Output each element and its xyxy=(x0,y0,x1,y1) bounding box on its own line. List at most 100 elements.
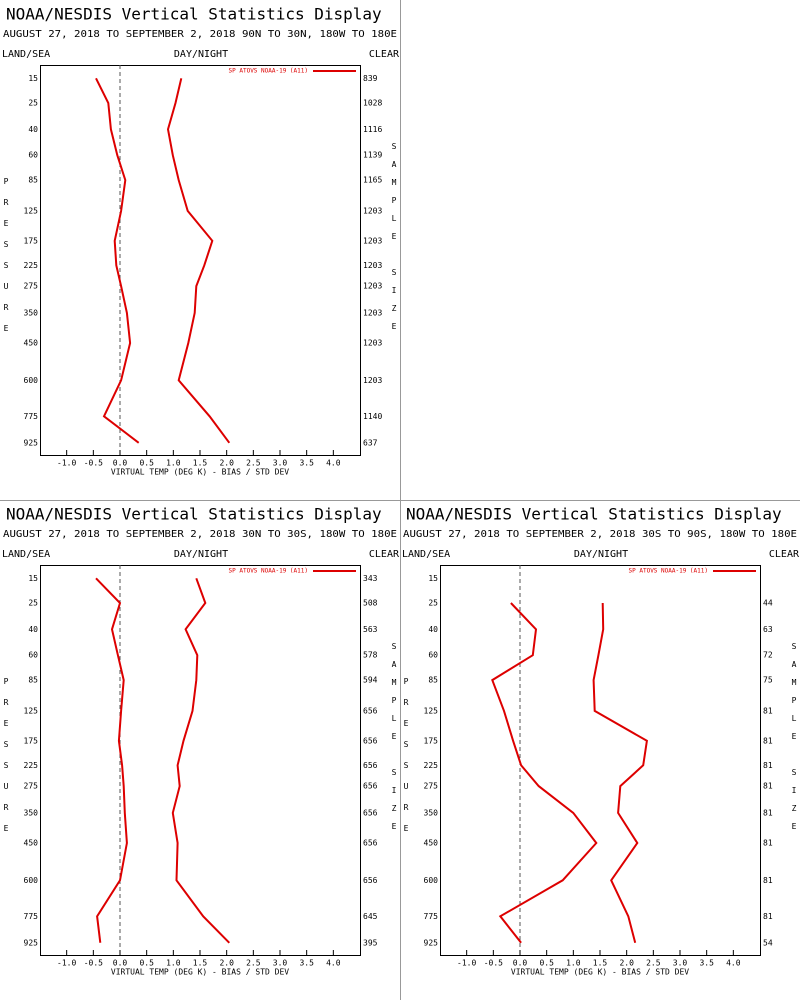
x-tick-label: 1.5 xyxy=(193,959,208,968)
x-tick-label: 0.5 xyxy=(139,959,154,968)
x-tick-label: 1.0 xyxy=(566,959,581,968)
sample-size-label: 656 xyxy=(363,782,378,791)
sample-size-label: 1139 xyxy=(363,151,382,160)
x-axis-label: VIRTUAL TEMP (DEG K) - BIAS / STD DEV xyxy=(111,468,289,477)
sample-size-label: 637 xyxy=(363,438,378,447)
y-tick-label: 15 xyxy=(28,74,38,83)
header: DAY/NIGHT xyxy=(574,549,628,560)
sample-size-label: 656 xyxy=(363,838,378,847)
x-tick-label: 3.0 xyxy=(673,959,688,968)
y-tick-label: 85 xyxy=(28,676,38,685)
sample-size-label: 81 xyxy=(763,706,773,715)
x-tick-label: 3.0 xyxy=(273,459,288,468)
sample-size-label: 1203 xyxy=(363,308,382,317)
sample-size-label: 1203 xyxy=(363,261,382,270)
header: CLEAR xyxy=(369,549,400,560)
sample-size-label: 1028 xyxy=(363,98,382,107)
std-dev-line xyxy=(592,602,648,944)
x-tick-label: 3.5 xyxy=(699,959,714,968)
x-tick-label: 1.5 xyxy=(193,459,208,468)
x-tick-label: -1.0 xyxy=(57,959,76,968)
y-tick-label: 25 xyxy=(28,98,38,107)
x-tick-label: -1.0 xyxy=(57,459,76,468)
sample-size-label: 1140 xyxy=(363,412,382,421)
y-tick-label: 350 xyxy=(424,808,439,817)
sample-size-label: 1203 xyxy=(363,338,382,347)
y-tick-label: 85 xyxy=(428,676,438,685)
sample-size-label: 656 xyxy=(363,736,378,745)
bias-line xyxy=(95,77,140,444)
title: NOAA/NESDIS Vertical Statistics Display xyxy=(6,505,382,524)
sample-size-label: 1116 xyxy=(363,125,382,134)
sample-size-label: 81 xyxy=(763,808,773,817)
sample-size-label: 81 xyxy=(763,838,773,847)
plot-frame xyxy=(40,65,361,456)
sample-size-label: 81 xyxy=(763,736,773,745)
y-tick-label: 175 xyxy=(424,736,439,745)
y-tick-label: 600 xyxy=(24,376,39,385)
y-tick-label: 600 xyxy=(424,876,439,885)
x-tick-label: 4.0 xyxy=(726,959,741,968)
y-tick-label: 600 xyxy=(24,876,39,885)
x-tick-label: 0.5 xyxy=(139,459,154,468)
sample-size-label: 395 xyxy=(363,938,378,947)
bias-line xyxy=(95,577,128,943)
sample-size-label: 54 xyxy=(763,938,773,947)
bias-line xyxy=(491,602,598,944)
y-tick-label: 60 xyxy=(428,651,438,660)
x-tick-label: 2.0 xyxy=(619,959,634,968)
y-tick-label: 925 xyxy=(24,938,39,947)
sample-size-label: 81 xyxy=(763,761,773,770)
title: NOAA/NESDIS Vertical Statistics Display xyxy=(6,5,382,24)
y-tick-label: 450 xyxy=(424,838,439,847)
y-tick-label: 40 xyxy=(28,625,38,634)
header: CLEAR xyxy=(769,549,800,560)
plot-frame xyxy=(440,565,761,956)
sample-size-label: 1203 xyxy=(363,376,382,385)
x-tick-label: 1.0 xyxy=(166,459,181,468)
sample-size-label: 594 xyxy=(363,676,378,685)
header: LAND/SEA xyxy=(2,49,50,60)
x-tick-label: 2.5 xyxy=(246,959,261,968)
sample-size-label: 656 xyxy=(363,876,378,885)
y-tick-label: 925 xyxy=(424,938,439,947)
x-tick-label: -0.5 xyxy=(84,459,103,468)
sample-size-label: 81 xyxy=(763,782,773,791)
sample-size-label: 72 xyxy=(763,651,773,660)
header: CLEAR xyxy=(369,49,400,60)
y-tick-label: 15 xyxy=(28,574,38,583)
subtitle: AUGUST 27, 2018 TO SEPTEMBER 2, 2018 30N… xyxy=(3,529,397,540)
x-tick-label: 1.5 xyxy=(593,959,608,968)
y-tick-label: 275 xyxy=(24,282,39,291)
header: LAND/SEA xyxy=(402,549,450,560)
header: DAY/NIGHT xyxy=(174,49,228,60)
sample-size-label: 343 xyxy=(363,574,378,583)
y-tick-label: 125 xyxy=(424,706,439,715)
sample-size-label: 1203 xyxy=(363,236,382,245)
std-dev-line xyxy=(166,78,231,444)
y-tick-label: 15 xyxy=(428,574,438,583)
y-tick-label: 225 xyxy=(424,761,439,770)
sample-size-label: 75 xyxy=(763,676,773,685)
x-tick-label: 4.0 xyxy=(326,459,341,468)
x-tick-label: 3.5 xyxy=(299,459,314,468)
sample-size-label: 578 xyxy=(363,651,378,660)
sample-size-label: 1203 xyxy=(363,282,382,291)
x-tick-label: 0.0 xyxy=(113,459,128,468)
x-tick-label: 0.0 xyxy=(513,959,528,968)
sample-size-label: 508 xyxy=(363,598,378,607)
sample-size-label: 44 xyxy=(763,598,773,607)
y-tick-label: 175 xyxy=(24,236,39,245)
subtitle: AUGUST 27, 2018 TO SEPTEMBER 2, 2018 90N… xyxy=(3,29,397,40)
x-tick-label: 1.0 xyxy=(166,959,181,968)
plot-frame xyxy=(40,565,361,956)
x-tick-label: -1.0 xyxy=(457,959,476,968)
x-tick-label: 0.5 xyxy=(539,959,554,968)
y-tick-label: 350 xyxy=(24,808,39,817)
x-tick-label: 2.5 xyxy=(646,959,661,968)
